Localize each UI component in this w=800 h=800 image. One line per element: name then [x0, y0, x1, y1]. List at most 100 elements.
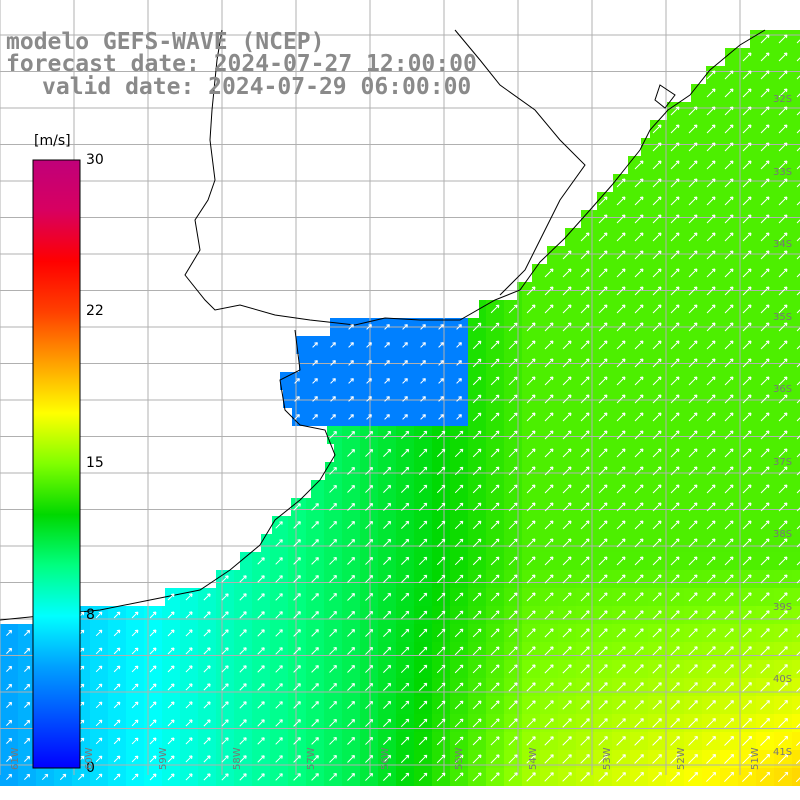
wind-arrow	[670, 142, 680, 152]
wind-arrow	[113, 647, 121, 655]
wind-arrow	[293, 557, 301, 565]
wind-arrow	[634, 628, 644, 638]
wind-arrow	[348, 414, 354, 420]
wind-arrow	[24, 755, 31, 762]
wind-arrow	[347, 683, 355, 691]
wind-arrow	[580, 700, 590, 710]
wind-arrow	[454, 772, 464, 782]
wind-arrow	[724, 340, 734, 350]
wind-arrow	[275, 629, 283, 637]
wind-arrow	[778, 340, 788, 350]
wind-arrow	[275, 665, 283, 673]
wind-arrow	[706, 196, 716, 206]
wind-arrow	[778, 646, 788, 656]
wind-arrow	[796, 93, 800, 98]
wind-arrow	[490, 322, 500, 332]
wind-arrow	[383, 610, 392, 619]
wind-arrow	[418, 610, 428, 620]
wind-arrow	[634, 646, 644, 656]
grid-cell	[792, 264, 800, 282]
wind-arrow	[616, 520, 626, 530]
wind-arrow	[400, 538, 410, 548]
wind-arrow	[544, 340, 554, 350]
wind-arrow	[796, 741, 800, 746]
wind-arrow	[598, 574, 608, 584]
grid-cell	[792, 246, 800, 264]
wind-arrow	[778, 628, 788, 638]
wind-arrow	[760, 538, 770, 548]
wind-arrow	[472, 664, 482, 674]
wind-arrow	[760, 412, 770, 422]
wind-arrow	[796, 147, 800, 152]
wind-arrow	[796, 129, 800, 134]
wind-arrow	[598, 232, 608, 242]
wind-arrow	[688, 664, 698, 674]
wind-arrow	[490, 448, 500, 458]
wind-arrow	[383, 538, 392, 547]
wind-arrow	[167, 593, 175, 601]
wind-arrow	[760, 286, 770, 296]
wind-arrow	[562, 286, 572, 296]
wind-arrow	[616, 412, 626, 422]
wind-arrow	[616, 754, 626, 764]
wind-arrow	[400, 628, 410, 638]
wind-arrow	[598, 610, 608, 620]
grid-cell	[706, 66, 720, 84]
wind-arrow	[562, 736, 572, 746]
wind-arrow	[580, 502, 590, 512]
wind-arrow	[778, 520, 788, 530]
wind-arrow	[562, 610, 572, 620]
wind-arrow	[329, 719, 337, 727]
wind-arrow	[203, 593, 211, 601]
wind-arrow	[347, 467, 355, 475]
grid-cell	[792, 426, 800, 444]
wind-arrow	[400, 430, 410, 440]
wind-arrow	[616, 502, 626, 512]
grid-cell	[725, 48, 738, 66]
wind-arrow	[383, 628, 392, 637]
wind-arrow	[652, 664, 662, 674]
model-title: modelo GEFS-WAVE (NCEP)	[6, 29, 325, 55]
wind-arrow	[384, 414, 390, 420]
wind-arrow	[580, 538, 590, 548]
wind-arrow	[598, 196, 608, 206]
wind-arrow	[454, 538, 464, 548]
wind-arrow	[113, 611, 121, 619]
wind-arrow	[778, 448, 788, 458]
wind-arrow	[760, 322, 770, 332]
wind-arrow	[490, 664, 500, 674]
wind-arrow	[580, 250, 590, 260]
wind-arrow	[706, 646, 716, 656]
colorbar-tick-0: 0	[86, 760, 95, 776]
wind-arrow	[616, 610, 626, 620]
wind-arrow	[706, 682, 716, 692]
wind-arrow	[742, 538, 752, 548]
wind-arrow	[472, 700, 482, 710]
wind-arrow	[742, 484, 752, 494]
wind-arrow	[312, 342, 318, 348]
lat-label: 41S	[773, 746, 793, 758]
wind-arrow	[652, 574, 662, 584]
wind-arrow	[616, 358, 626, 368]
wind-arrow	[383, 448, 392, 457]
wind-arrow	[472, 754, 482, 764]
wind-arrow	[634, 376, 644, 386]
wind-arrow	[796, 237, 800, 242]
wind-arrow	[400, 700, 410, 710]
wind-arrow	[778, 430, 788, 440]
wind-arrow	[472, 376, 482, 386]
wind-arrow	[347, 503, 355, 511]
wind-arrow	[293, 701, 301, 709]
wind-arrow	[688, 556, 698, 566]
wind-arrow	[598, 664, 608, 674]
wind-arrow	[456, 378, 462, 384]
wind-arrow	[580, 448, 590, 458]
wind-arrow	[454, 718, 464, 728]
wind-arrow	[634, 322, 644, 332]
wind-arrow	[634, 286, 644, 296]
wind-arrow	[688, 736, 698, 746]
wind-arrow	[347, 485, 355, 493]
wind-arrow	[400, 592, 410, 602]
wind-arrow	[113, 773, 121, 781]
wind-arrow	[544, 304, 554, 314]
